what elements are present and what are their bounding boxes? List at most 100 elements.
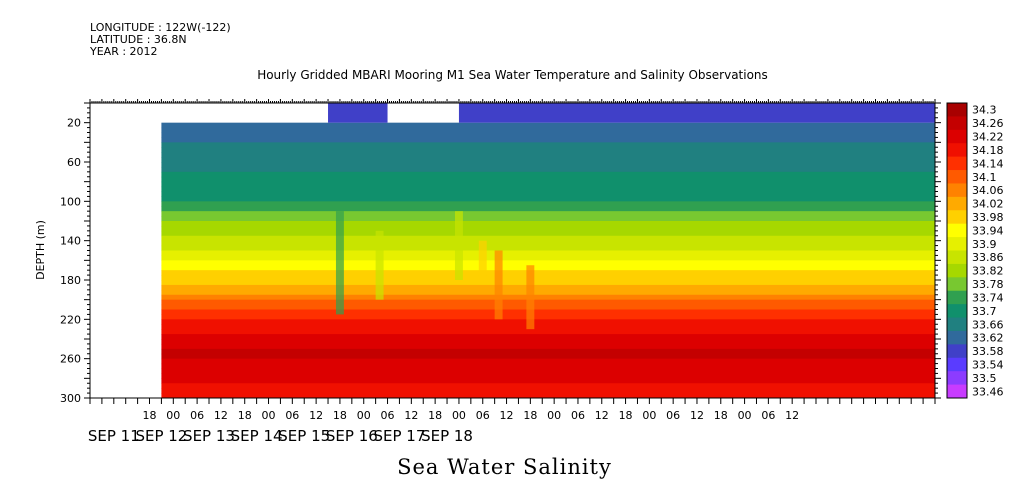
colorbar-swatch xyxy=(947,129,967,144)
colorbar-label: 34.22 xyxy=(972,131,1004,144)
salinity-band xyxy=(161,221,935,227)
x-date-label: SEP 14 xyxy=(231,427,283,445)
salinity-band xyxy=(161,147,935,153)
salinity-band xyxy=(161,388,935,394)
salinity-band xyxy=(161,363,935,370)
colorbar-swatch xyxy=(947,371,967,386)
salinity-band xyxy=(161,171,935,178)
salinity-band xyxy=(161,196,935,202)
x-tick-label: 06 xyxy=(285,409,299,422)
salinity-band xyxy=(161,162,935,168)
salinity-band xyxy=(161,299,935,306)
salinity-band xyxy=(161,334,935,340)
surface-layer xyxy=(458,103,935,123)
salinity-band xyxy=(161,235,935,242)
y-tick-label: 100 xyxy=(60,195,81,208)
longitude-label: LONGITUDE : 122W(-122) xyxy=(90,21,231,34)
x-axis-title: Sea Water Salinity xyxy=(397,455,612,479)
colorbar-swatch xyxy=(947,330,967,345)
colorbar-swatch xyxy=(947,116,967,131)
chart-title: Hourly Gridded MBARI Mooring M1 Sea Wate… xyxy=(257,68,768,82)
variability-patch xyxy=(375,230,384,300)
variability-patch xyxy=(478,240,487,276)
salinity-band xyxy=(161,157,935,163)
colorbar-swatch xyxy=(947,143,967,158)
x-date-label: SEP 17 xyxy=(373,427,425,445)
salinity-band xyxy=(161,304,935,311)
salinity-band xyxy=(161,122,935,129)
colorbar-label: 34.26 xyxy=(972,117,1004,130)
x-tick-label: 18 xyxy=(238,409,252,422)
x-tick-label: 06 xyxy=(666,409,680,422)
y-tick-label: 220 xyxy=(60,313,81,326)
x-date-label: SEP 18 xyxy=(421,427,473,445)
colorbar-swatch xyxy=(947,357,967,372)
salinity-band xyxy=(161,255,935,261)
salinity-band xyxy=(161,176,935,183)
salinity-band xyxy=(161,383,935,389)
salinity-band xyxy=(161,309,935,316)
x-tick-label: 00 xyxy=(452,409,466,422)
x-tick-label: 18 xyxy=(619,409,633,422)
x-date-label: SEP 12 xyxy=(135,427,187,445)
y-axis-label: DEPTH (m) xyxy=(34,220,47,280)
salinity-band xyxy=(161,289,935,296)
colorbar-swatch xyxy=(947,384,967,399)
colorbar-swatch xyxy=(947,156,967,171)
salinity-band xyxy=(161,201,935,207)
salinity-band xyxy=(161,339,935,345)
salinity-band xyxy=(161,343,935,350)
salinity-band xyxy=(161,152,935,158)
x-tick-label: 00 xyxy=(166,409,180,422)
x-date-label: SEP 11 xyxy=(88,427,140,445)
salinity-band xyxy=(161,186,935,193)
metadata-block: LONGITUDE : 122W(-122) LATITUDE : 36.8N … xyxy=(90,22,231,58)
x-tick-label: 00 xyxy=(357,409,371,422)
salinity-band xyxy=(161,358,935,365)
colorbar-swatch xyxy=(947,344,967,359)
colorbar-label: 33.7 xyxy=(972,305,997,318)
colorbar-label: 34.02 xyxy=(972,198,1004,211)
x-tick-label: 18 xyxy=(143,409,157,422)
x-tick-label: 12 xyxy=(595,409,609,422)
salinity-band xyxy=(161,181,935,188)
salinity-band xyxy=(161,348,935,355)
colorbar-label: 33.58 xyxy=(972,345,1004,358)
plot-area xyxy=(161,103,935,398)
salinity-band xyxy=(161,216,935,222)
salinity-band xyxy=(161,270,935,276)
x-tick-label: 06 xyxy=(571,409,585,422)
colorbar-label: 33.46 xyxy=(972,385,1004,398)
x-date-label: SEP 13 xyxy=(183,427,235,445)
variability-patch xyxy=(494,250,503,320)
x-tick-label: 06 xyxy=(476,409,490,422)
colorbar-swatch xyxy=(947,183,967,198)
colorbar-swatch xyxy=(947,317,967,332)
salinity-band xyxy=(161,127,935,134)
x-tick-label: 00 xyxy=(547,409,561,422)
x-date-label: SEP 16 xyxy=(326,427,378,445)
y-tick-label: 260 xyxy=(60,353,81,366)
salinity-band xyxy=(161,132,935,139)
salinity-band xyxy=(161,211,935,217)
latitude-label: LATITUDE : 36.8N xyxy=(90,33,187,46)
y-tick-label: 20 xyxy=(67,117,81,130)
salinity-band xyxy=(161,324,935,330)
colorbar-swatch xyxy=(947,170,967,184)
salinity-band xyxy=(161,373,935,379)
x-tick-label: 00 xyxy=(262,409,276,422)
salinity-band xyxy=(161,284,935,291)
salinity-band xyxy=(161,280,935,286)
x-tick-label: 12 xyxy=(785,409,799,422)
x-tick-label: 06 xyxy=(190,409,204,422)
variability-patch xyxy=(335,211,344,315)
salinity-band xyxy=(161,191,935,198)
salinity-band xyxy=(161,314,935,320)
colorbar-label: 34.1 xyxy=(972,171,997,184)
salinity-band xyxy=(161,250,935,257)
colorbar-label: 34.14 xyxy=(972,157,1004,170)
x-tick-label: 12 xyxy=(214,409,228,422)
colorbar-swatch xyxy=(947,103,967,117)
variability-patch xyxy=(526,265,535,330)
